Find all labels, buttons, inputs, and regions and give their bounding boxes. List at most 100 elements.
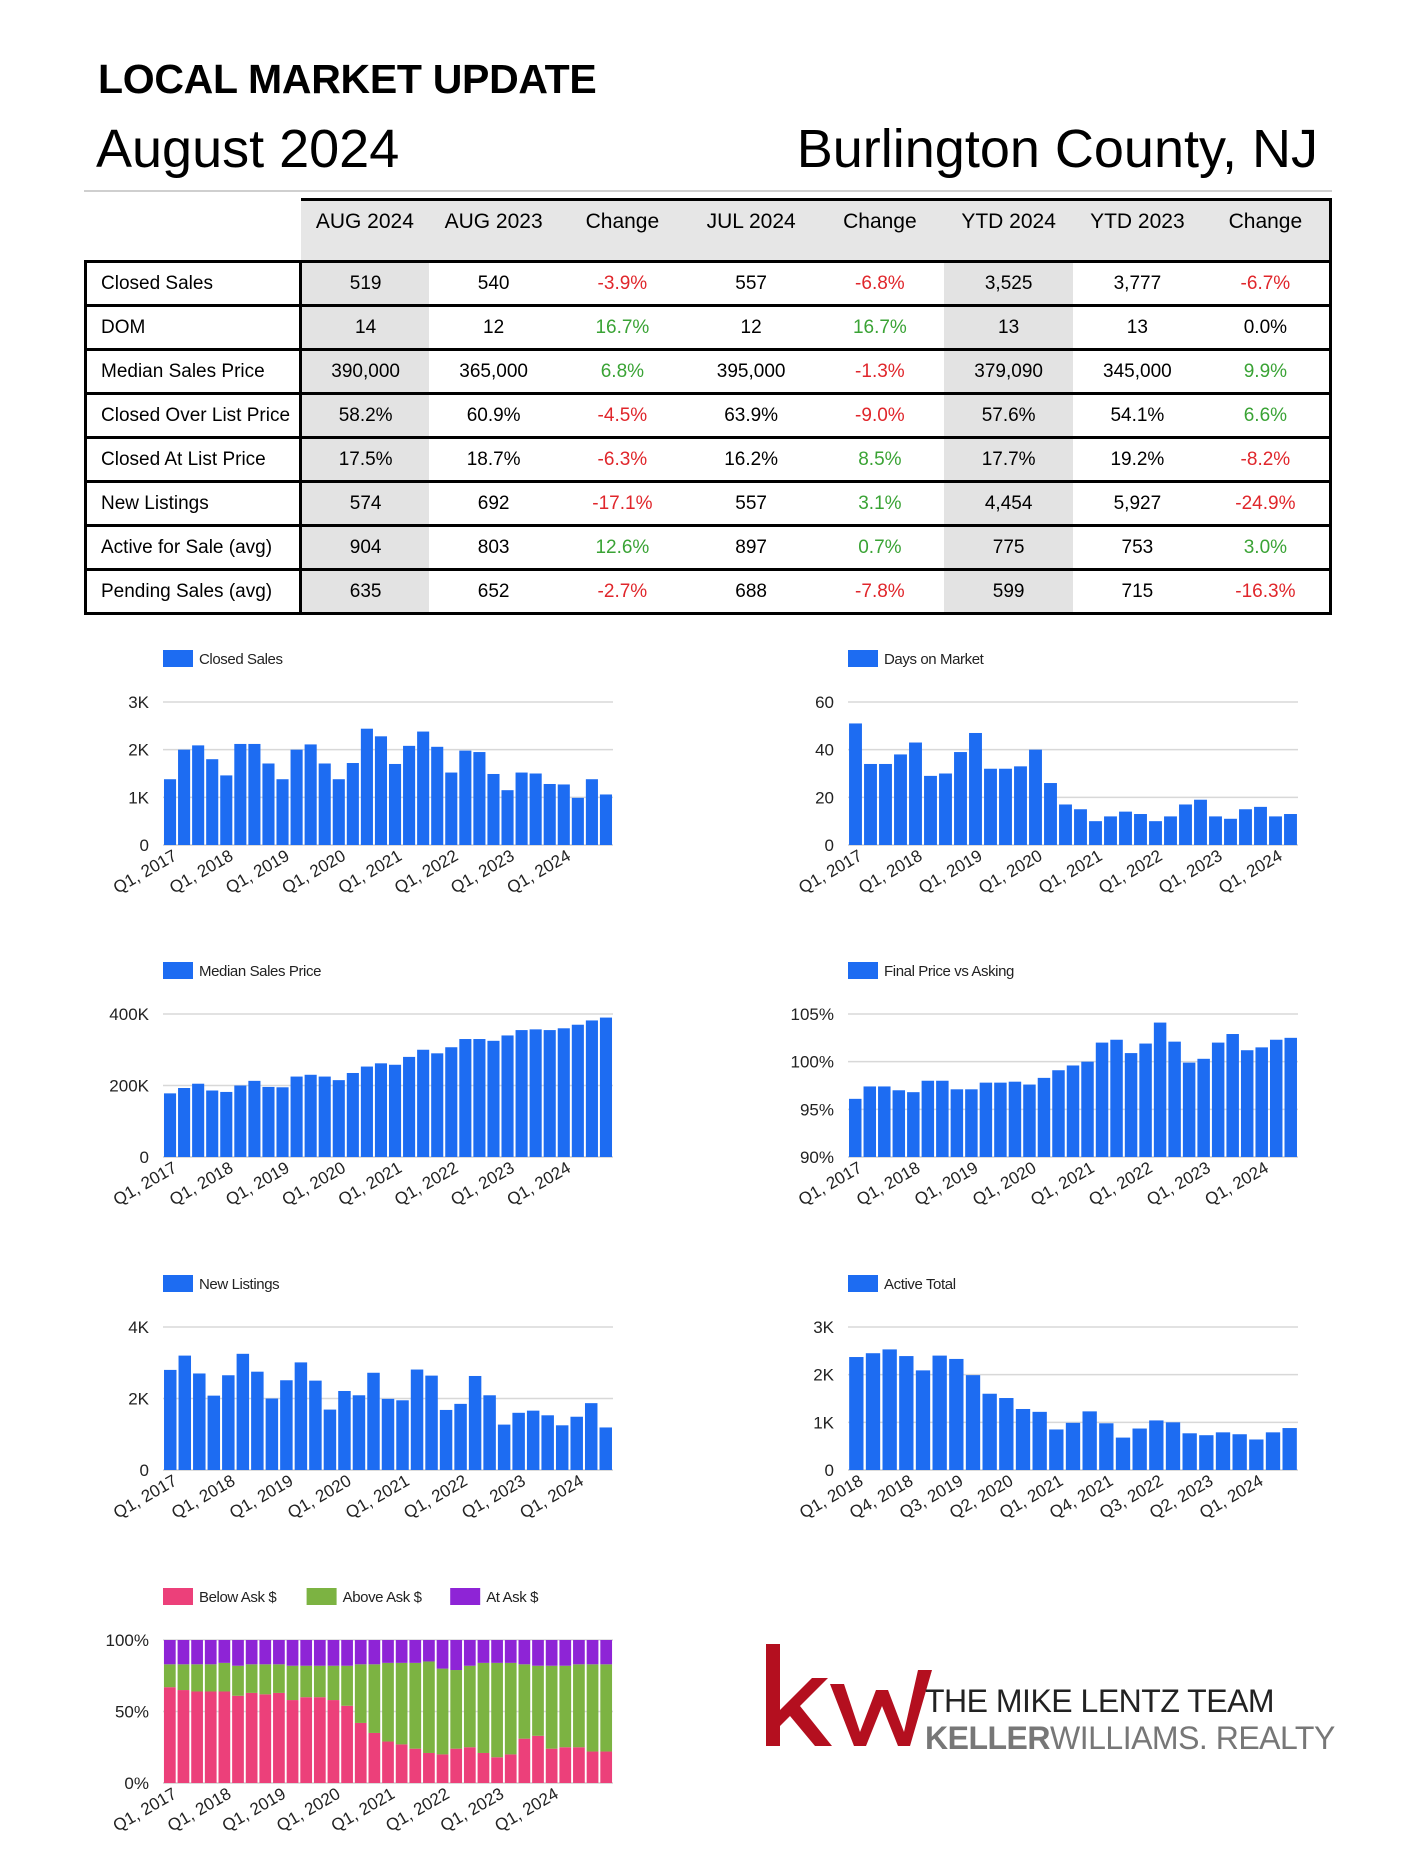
stacked-bar-segment: [177, 1664, 190, 1691]
bar: [459, 1039, 472, 1157]
stacked-bar-segment: [423, 1752, 435, 1783]
x-tick-label: Q1, 2020: [284, 1471, 354, 1522]
bar: [454, 1403, 467, 1470]
bar: [178, 749, 191, 845]
bar: [879, 763, 892, 845]
bar: [487, 773, 500, 845]
bar: [1255, 1047, 1268, 1157]
bar: [1008, 1081, 1022, 1157]
stacked-bar-segment: [341, 1665, 353, 1706]
x-tick-label: Q1, 2019: [226, 1471, 296, 1522]
bar: [949, 1358, 964, 1470]
table-row: Closed Over List Price 58.2% 60.9% -4.5% 63.…: [84, 392, 1332, 438]
stacked-bar-segment: [204, 1664, 217, 1692]
x-tick-label: Q1, 2023: [1155, 846, 1225, 897]
bar: [849, 1098, 862, 1157]
bar: [1254, 806, 1267, 845]
table-cell: 803: [429, 524, 558, 570]
x-tick-label: Q1, 2022: [391, 846, 461, 897]
bar: [529, 773, 542, 845]
y-tick-label: 100%: [106, 1631, 149, 1650]
bar: [1104, 816, 1117, 845]
stacked-bar-segment: [191, 1664, 203, 1692]
bar: [1074, 809, 1087, 845]
y-tick-label: 0: [825, 1461, 834, 1480]
bar: [999, 1398, 1014, 1470]
stacked-bar-segment: [463, 1747, 476, 1783]
bar: [543, 1030, 556, 1157]
bar: [332, 1080, 345, 1157]
bar: [865, 1353, 881, 1470]
y-tick-label: 40: [815, 741, 834, 760]
gap-cell: [85, 242, 301, 262]
x-tick-label: Q1, 2023: [1144, 1158, 1214, 1209]
stacked-bar-segment: [341, 1640, 353, 1666]
x-tick-label: Q1, 2019: [915, 846, 985, 897]
bar: [1269, 1039, 1283, 1157]
gap-cell: [429, 242, 558, 262]
bar: [543, 783, 556, 845]
bar: [878, 1086, 891, 1157]
bar: [164, 1369, 177, 1470]
table-cell: 13: [944, 304, 1073, 350]
header-divider: [84, 190, 1332, 192]
stacked-bar-segment: [559, 1665, 572, 1748]
stacked-bar-segment: [436, 1754, 449, 1783]
bar: [290, 1076, 303, 1157]
stacked-bar-segment: [573, 1747, 585, 1783]
bar: [403, 745, 416, 845]
bar: [276, 1087, 289, 1157]
bar: [584, 1403, 598, 1470]
stacked-bar-segment: [191, 1691, 203, 1783]
stacked-bar-segment: [273, 1640, 285, 1665]
bar: [220, 1091, 233, 1157]
stacked-bar-segment: [354, 1640, 367, 1665]
bar: [515, 1030, 528, 1157]
table-cell: 897: [686, 524, 816, 570]
table-cell: 395,000: [686, 348, 816, 394]
x-tick-label: Q1, 2021: [335, 846, 405, 897]
stacked-bar-segment: [586, 1640, 599, 1665]
stacked-bar-segment: [245, 1692, 258, 1783]
bar: [290, 749, 303, 845]
bar: [1132, 1428, 1147, 1470]
stacked-bar-segment: [382, 1662, 394, 1742]
row-label: DOM: [84, 304, 302, 350]
bar: [950, 1089, 964, 1157]
bar: [909, 742, 922, 845]
bar: [571, 797, 584, 845]
legend-swatch: [163, 1588, 193, 1605]
stacked-bar-segment: [409, 1640, 422, 1663]
table-cell: 557: [686, 260, 816, 306]
bar: [388, 763, 402, 845]
stacked-bar-segment: [204, 1691, 217, 1783]
bar: [954, 752, 967, 845]
bar: [381, 1398, 395, 1470]
stacked-bar-segment: [341, 1705, 353, 1783]
bar: [403, 1056, 416, 1157]
row-label: Active for Sale (avg): [84, 524, 302, 570]
bar: [178, 1355, 192, 1470]
legend-swatch: [163, 1275, 193, 1292]
stacked-bar-segment: [259, 1640, 272, 1665]
legend-label: Closed Sales: [199, 651, 283, 668]
bar: [367, 1372, 380, 1470]
bar: [248, 1080, 261, 1157]
gap-cell: [300, 242, 430, 262]
y-tick-label: 1K: [128, 788, 149, 807]
bar: [222, 1375, 235, 1470]
x-tick-label: Q1, 2022: [391, 1158, 461, 1209]
bar: [1089, 821, 1102, 845]
stacked-bar-segment: [327, 1700, 340, 1783]
stacked-bar-segment: [573, 1640, 585, 1665]
bar: [1153, 1022, 1167, 1157]
stacked-bar-segment: [409, 1662, 422, 1749]
table-corner: [85, 199, 301, 242]
stacked-bar-segment: [232, 1695, 244, 1783]
table-header-row: AUG 2024 AUG 2023 Change JUL 2024 Change YTD …: [85, 198, 1332, 242]
bar: [1066, 1065, 1080, 1157]
table-cell: 9.9%: [1201, 348, 1332, 394]
table-cell: 17.5%: [300, 436, 430, 482]
stacked-bar-segment: [559, 1640, 572, 1666]
